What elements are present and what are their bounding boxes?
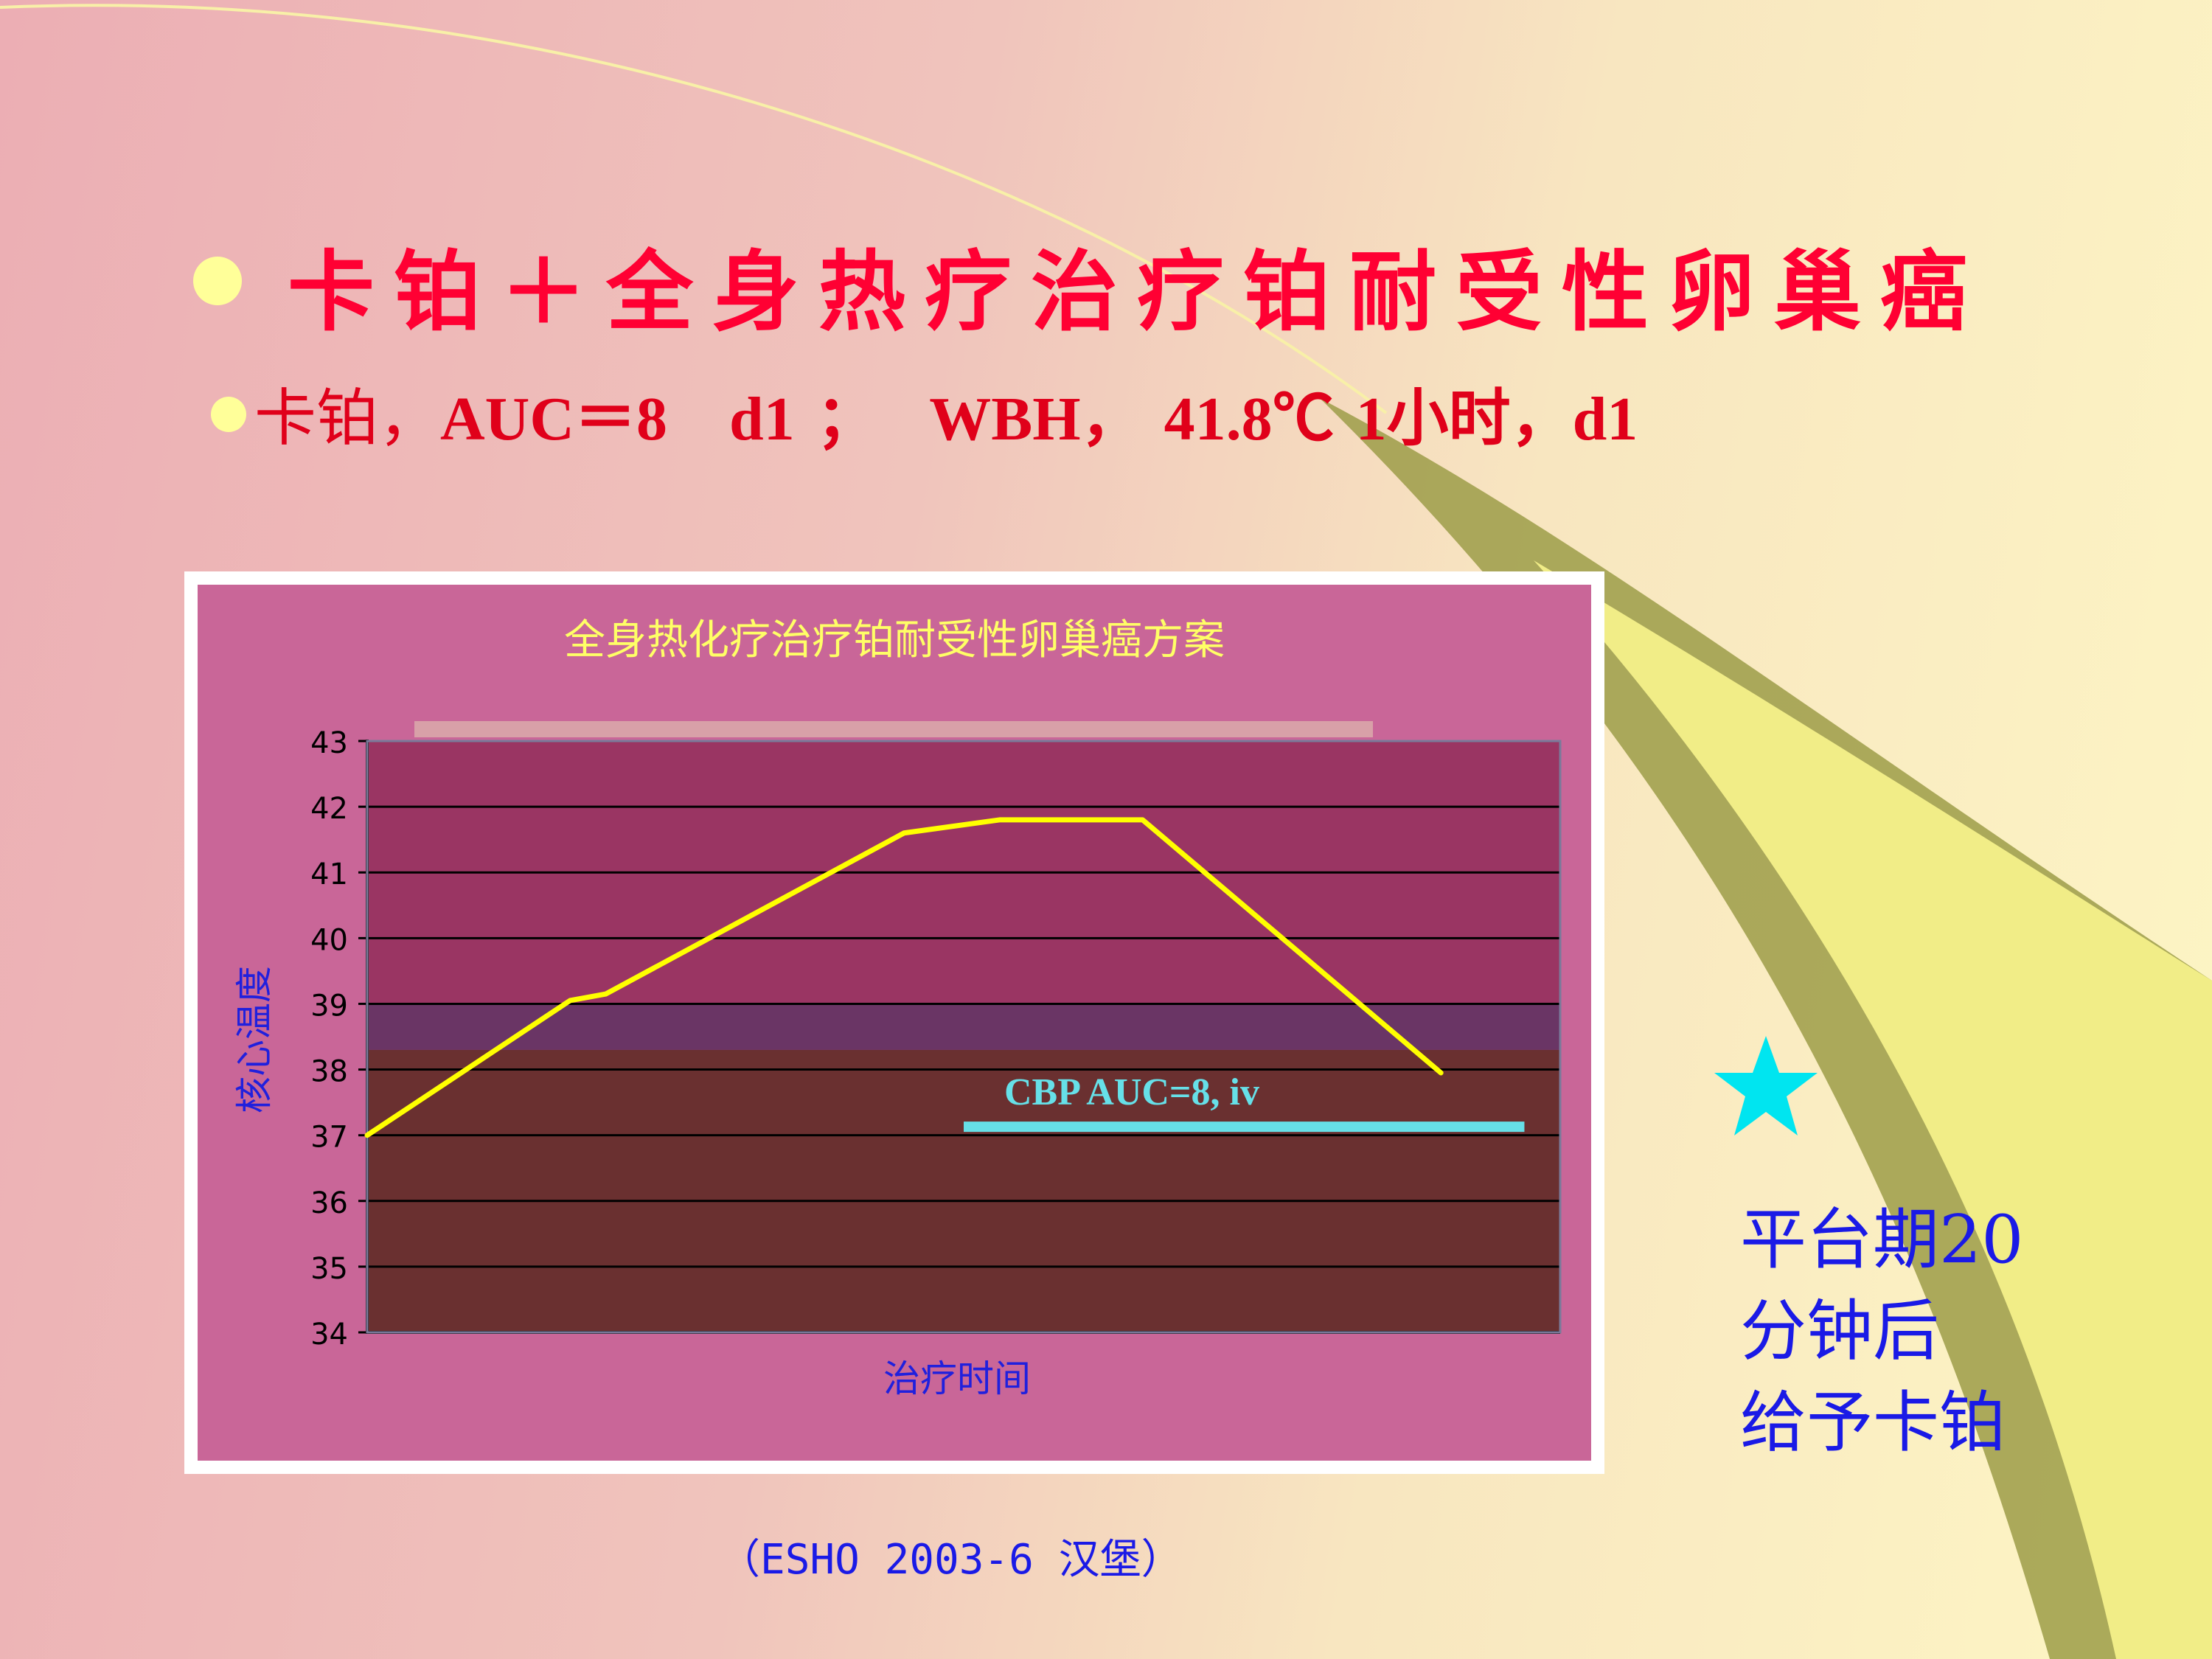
star-icon [1714, 1036, 1818, 1135]
y-tick-label: 35 [310, 1252, 348, 1286]
y-tick-label: 34 [310, 1318, 348, 1352]
plot-background-upper [367, 741, 1560, 1050]
y-tick-label: 37 [310, 1121, 348, 1155]
chart-top-strip [414, 721, 1373, 737]
y-tick-label: 39 [310, 989, 348, 1023]
y-tick-label: 40 [310, 923, 348, 957]
y-tick-label: 36 [310, 1186, 348, 1220]
temperature-line [364, 817, 1444, 1138]
note-line: 给予卡铂 [1740, 1384, 2006, 1461]
note-line: 平台期20 [1740, 1201, 2024, 1279]
note-text: 平台期20 分钟后 给予卡铂 [1740, 1194, 2024, 1469]
plot-band [367, 1004, 1560, 1050]
plot-area: 43 42 41 40 39 38 37 36 35 34 CBP AUC=8, iv [310, 726, 1562, 1352]
y-tick-label: 41 [310, 858, 348, 891]
subtitle-drug-label: 卡铂， [254, 382, 441, 454]
background-swoosh-shadow [1320, 398, 2212, 1659]
background-swoosh-light [1534, 560, 2212, 1659]
citation: （ESHO 2003-6 汉堡） [719, 1536, 1183, 1584]
cbp-annotation-label: CBP AUC=8, iv [1004, 1071, 1259, 1113]
note-line: 分钟后 [1740, 1293, 1939, 1370]
subtitle-regimen: AUC＝8 d1 ； WBH， 41.8℃ 1小时，d1 [440, 385, 1638, 453]
chart: 全身热化疗治疗铂耐受性卵巢癌方案 43 42 41 40 39 38 37 36 35 34 CBP… [198, 585, 1591, 1461]
chart-title: 全身热化疗治疗铂耐受性卵巢癌方案 [564, 616, 1225, 664]
title-bullet [193, 257, 242, 305]
y-tick-label: 43 [310, 726, 348, 760]
subtitle-bullet [211, 397, 246, 432]
slide-title: 卡铂＋全身热疗治疗铂耐受性卵巢癌 [288, 240, 1987, 343]
y-tick-label: 42 [310, 792, 348, 826]
slide-subtitle: 卡铂，AUC＝8 d1 ； WBH， 41.8℃ 1小时，d1 [254, 369, 1638, 458]
plot-background-lower [367, 1049, 1560, 1332]
background-thin-curve [0, 4, 1388, 414]
plot-border [366, 740, 1562, 1334]
x-axis-label: 治疗时间 [883, 1357, 1031, 1400]
y-axis-label: 核心温度 [233, 966, 276, 1113]
y-tick-label: 38 [310, 1055, 348, 1089]
